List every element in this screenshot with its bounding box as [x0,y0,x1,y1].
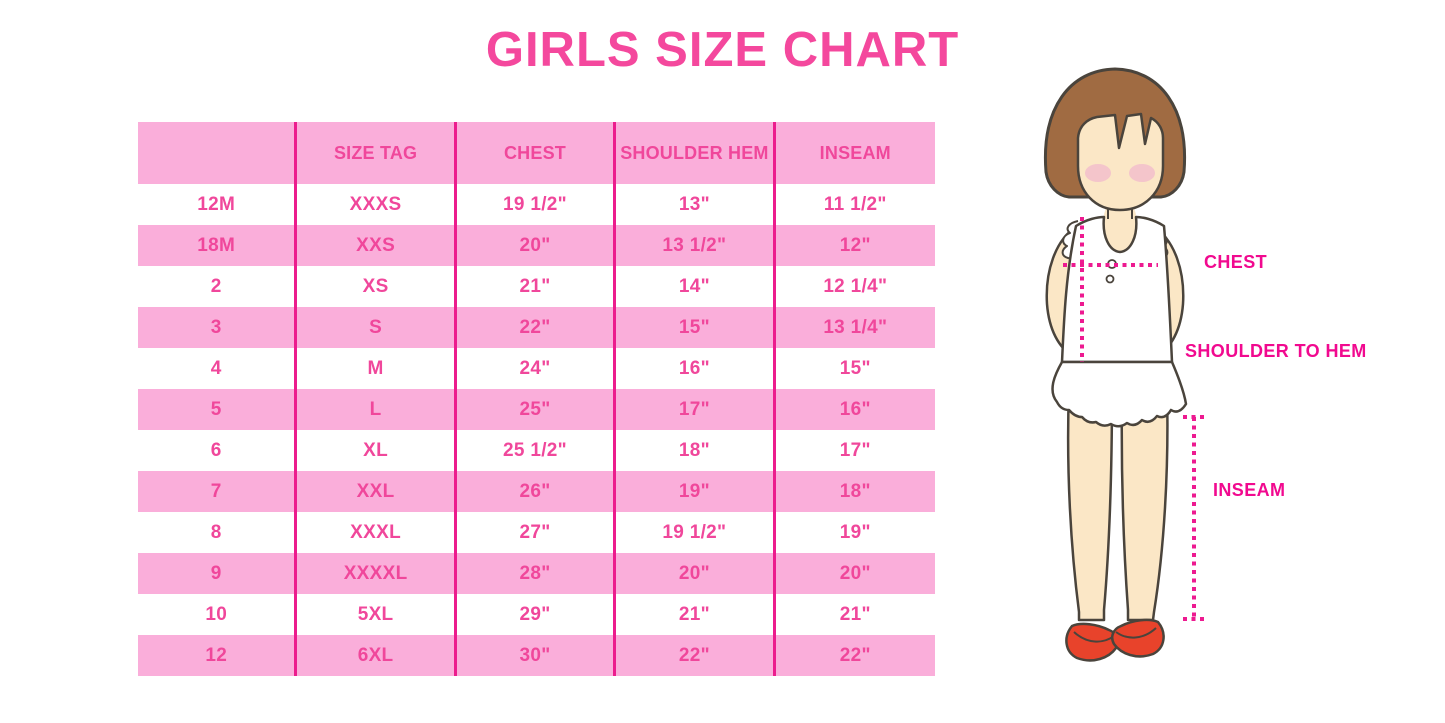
table-cell: S [297,307,457,348]
page-title: GIRLS SIZE CHART [485,23,960,77]
table-cell: 15" [616,307,776,348]
girl-left-leg [1066,388,1114,622]
table-cell: 22" [457,307,617,348]
table-cell: 10 [138,594,298,635]
table-cell: 14" [616,266,776,307]
table-cell: CHEST [457,122,617,184]
table-cell: XXXS [297,184,457,225]
table-cell: 25 1/2" [457,430,617,471]
girl-illustration [1015,60,1215,680]
inseam-label: INSEAM [1213,480,1286,500]
table-cell: 22" [839,644,871,666]
table-cell: 12 1/4" [823,275,888,297]
table-cell [138,122,298,184]
table-cell: 12" [839,234,871,256]
table-cell: 12 [138,635,298,676]
table-cell: SHOULDER HEM [616,122,776,184]
table-cell: 21" [457,266,617,307]
table-cell: 6XL [297,635,457,676]
table-row: 7 XXL 26" 19" 18" [138,471,935,512]
table-cell: XL [297,430,457,471]
table-cell: 16" [616,348,776,389]
girl-top [1060,215,1174,364]
girl-right-shoe-strap [1115,627,1157,639]
table-cell: 13 1/4" [823,316,888,338]
table-cell: 16" [839,398,871,420]
table-cell: 20" [616,553,776,594]
table-cell: 18" [839,480,871,502]
table-row: 2 XS 21" 14" 12 1/4" [138,266,935,307]
table-row: 4 M 24" 16" 15" [138,348,935,389]
table-cell: 19" [839,521,871,543]
girl-blush-left [1085,164,1111,182]
table-row: 3 S 22" 15" 13 1/4" [138,307,935,348]
girl-top-button-2 [1105,274,1115,284]
table-cell: 4 [138,348,298,389]
table-cell: XXXL [297,512,457,553]
table-cell: 6 [138,430,298,471]
table-cell: 3 [138,307,298,348]
girl-skirt [1051,360,1188,428]
table-row: 12 6XL 30" 22" 22" [138,635,935,676]
table-cell: L [297,389,457,430]
table-cell: 9 [138,553,298,594]
table-cell: XXXXL [297,553,457,594]
table-cell: 8 [138,512,298,553]
chest-label: CHEST [1204,252,1268,272]
table-cell: 11 1/2" [823,193,887,215]
table-header-row: SIZE TAG CHEST SHOULDER HEM INSEAM [138,122,935,184]
table-row: 12M XXXS 19 1/2" 13" 11 1/2" [138,184,935,225]
table-cell: 27" [457,512,617,553]
table-cell: SIZE TAG [297,122,457,184]
table-cell: 12M [138,184,298,225]
table-cell: INSEAM [819,142,891,163]
table-cell: 19 1/2" [457,184,617,225]
table-cell: 18M [138,225,298,266]
table-cell: 28" [457,553,617,594]
table-cell: 21" [839,603,871,625]
shoulder-to-hem-label: SHOULDER TO HEM [1185,341,1367,361]
table-cell: 22" [616,635,776,676]
table-row: 5 L 25" 17" 16" [138,389,935,430]
table-row: 6 XL 25 1/2" 18" 17" [138,430,935,471]
table-cell: 2 [138,266,298,307]
table-row: 8 XXXL 27" 19 1/2" 19" [138,512,935,553]
table-cell: 20" [839,562,871,584]
table-cell: XS [297,266,457,307]
size-chart-table: SIZE TAG CHEST SHOULDER HEM INSEAM 12M XXXS 19… [138,122,935,676]
table-row: 18M XXS 20" 13 1/2" 12" [138,225,935,266]
table-cell: 13" [616,184,776,225]
girl-blush-right [1129,164,1155,182]
table-cell: 24" [457,348,617,389]
table-cell: 21" [616,594,776,635]
table-cell: XXS [297,225,457,266]
table-row: 10 5XL 29" 21" 21" [138,594,935,635]
table-cell: 15" [839,357,871,379]
table-cell: 5XL [297,594,457,635]
table-cell: 13 1/2" [616,225,776,266]
table-cell: M [297,348,457,389]
table-cell: 20" [457,225,617,266]
girl-face [1076,112,1165,212]
table-cell: 25" [457,389,617,430]
table-cell: 30" [457,635,617,676]
table-row: 9 XXXXL 28" 20" 20" [138,553,935,594]
table-cell: 19" [616,471,776,512]
table-cell: 17" [839,439,871,461]
table-cell: 7 [138,471,298,512]
table-cell: 5 [138,389,298,430]
table-cell: XXL [297,471,457,512]
table-cell: 26" [457,471,617,512]
girl-figure-graphic [1043,67,1206,662]
table-cell: 19 1/2" [616,512,776,553]
table-cell: 17" [616,389,776,430]
table-cell: 29" [457,594,617,635]
table-cell: 18" [616,430,776,471]
